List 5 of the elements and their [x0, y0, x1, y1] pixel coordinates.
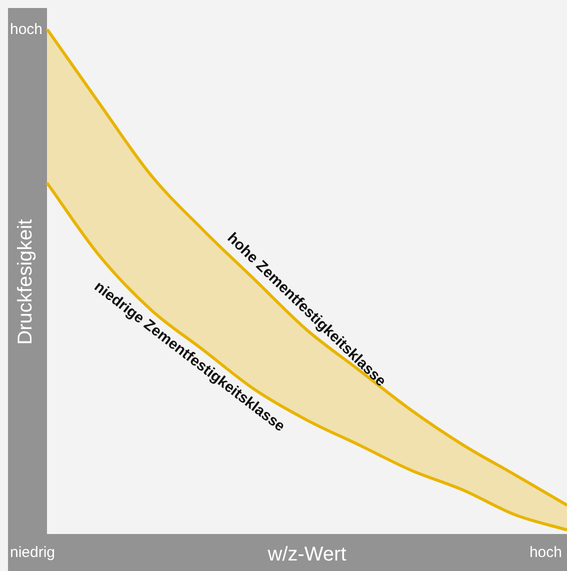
text: hoch — [529, 544, 562, 562]
x-axis-title: w/z-Wert — [266, 544, 347, 566]
y-axis-title: Druckfesigkeit — [14, 218, 37, 345]
annotation: hoch — [10, 21, 43, 38]
text: niedrig — [10, 544, 56, 562]
